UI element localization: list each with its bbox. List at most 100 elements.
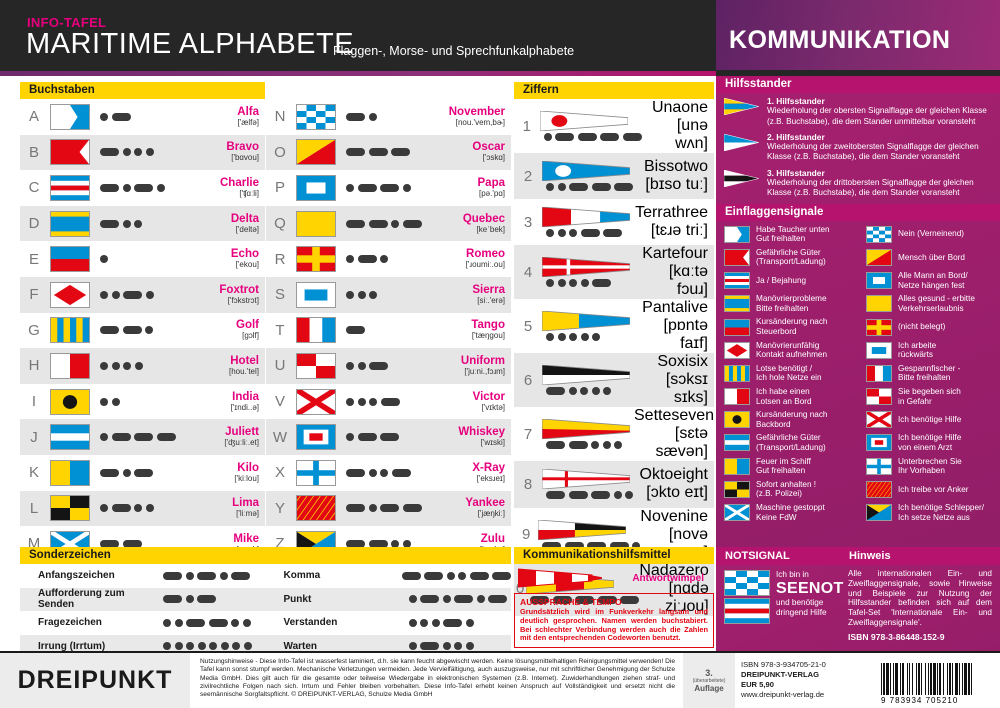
sonderzeichen-label: Aufforderung zum Senden: [38, 588, 125, 611]
number-phonetic: [sɛtə sævən]: [655, 425, 708, 461]
morse-dash: [401, 571, 421, 580]
letter-name-block: X-Ray ['eksɹeɪ]: [435, 462, 509, 484]
morse-dot: [592, 333, 600, 342]
letter-flag: [46, 246, 94, 273]
number-name-block: Unaone [unə wʌn]: [642, 99, 712, 153]
morse-dash: [134, 433, 153, 442]
letter-flag: [46, 459, 94, 486]
morse-dash: [424, 571, 443, 580]
letter-name: Victor: [472, 390, 505, 403]
morse-dot: [632, 541, 641, 550]
hilfsstander-title: 3. Hilfsstander: [767, 167, 825, 178]
flag-N-icon: [296, 103, 336, 130]
pennant-9-icon: [538, 519, 627, 540]
morse-dash: [134, 183, 153, 192]
hilfsstander-list: 1. Hilfsstander Wiederholung der obersten…: [716, 93, 1000, 201]
letter-row: G Golf [gɔlf]: [20, 313, 265, 349]
letter-name-block: Papa [pə.'pɑ]: [435, 177, 509, 199]
morse-dash: [380, 504, 399, 513]
einflaggen-label: Kursänderung nach Steuerbord: [756, 317, 828, 337]
einflaggen-row: Unterbrechen Sie Ihr Vorhaben: [858, 455, 1000, 478]
einflaggen-row: Gefährliche Güter (Transport/Ladung): [716, 431, 858, 454]
morse-dot: [163, 642, 171, 651]
sonderzeichen-label: Punkt: [283, 593, 312, 605]
letter-flag: [292, 388, 340, 415]
morse-dash: [555, 133, 575, 141]
number-phonetic: [nɑdə ziːɹou]: [665, 579, 709, 615]
morse-dot: [357, 397, 366, 406]
letters-list-b: N November [nou.'vem,bɚ] O Oscar ['ɔskɑ]…: [266, 99, 511, 562]
letter-name: Lima: [232, 497, 259, 510]
morse-dot: [197, 642, 206, 651]
einflaggen-row: Ich benötige Hilfe: [858, 408, 1000, 431]
morse-dot: [442, 595, 451, 604]
morse-dot: [346, 361, 354, 370]
section-title-hilfsstander: Hilfsstander: [716, 76, 1000, 93]
section-title-ziffern: Ziffern: [514, 82, 714, 99]
morse-dash: [391, 148, 410, 157]
number-char: 6: [523, 371, 533, 389]
flag-I-icon: [724, 411, 750, 429]
letter-flag: [292, 174, 340, 201]
letter-name-block: Foxtrot ['fɔkstrɔt]: [189, 284, 263, 306]
morse-dot: [122, 468, 131, 477]
sonderzeichen-right: Komma Punkt Verstanden Warten: [265, 564, 511, 658]
morse-dot: [591, 387, 600, 396]
letter-char: K: [28, 464, 39, 482]
letter-flag: [292, 139, 340, 166]
notsignal-text: Ich bin in SEENOT und benötige dringend …: [776, 570, 844, 624]
morse-dot: [100, 397, 108, 406]
morse-dash: [346, 539, 365, 548]
morse-dot: [122, 183, 131, 192]
letter-name-block: Sierra [siː.'erə]: [435, 284, 509, 306]
section-title-buchstaben: Buchstaben: [20, 82, 265, 99]
morse-dot: [232, 642, 240, 651]
morse-dot: [134, 361, 143, 370]
letter-name-block: Yankee ['jæŋkiː]: [435, 497, 509, 519]
morse-dot: [402, 539, 411, 548]
morse-dot: [346, 433, 354, 442]
morse-dot: [368, 504, 377, 513]
hilfsstander-text: 2. Hilfsstander Wiederholung der zweitobe…: [767, 132, 992, 163]
letter-name-block: Bravo ['bɑvou]: [189, 141, 263, 163]
morse-dash: [100, 219, 119, 228]
flag-Q-icon: [866, 295, 892, 313]
sonderzeichen-section: Sonderzeichen Anfangszeichen Aufforderun…: [20, 547, 511, 658]
flag-R-icon: [296, 246, 336, 273]
sonderzeichen-label: Komma: [283, 570, 321, 582]
letter-morse: [94, 504, 189, 513]
letter-row: B Bravo ['bɑvou]: [20, 134, 265, 171]
flag-Z-icon: [866, 504, 892, 522]
morse-dot: [220, 642, 229, 651]
morse-dash: [546, 441, 565, 450]
letter-phonetic: [siː.'erə]: [477, 295, 505, 305]
letter-morse: [94, 183, 189, 192]
auflage-number: 3.: [705, 668, 713, 678]
morse-dot: [134, 148, 142, 157]
flag-K-icon: [724, 457, 750, 475]
letter-name-block: Delta ['deltə]: [189, 213, 263, 235]
number-pennant: [542, 469, 634, 490]
morse-dash: [380, 397, 400, 406]
flag-S-icon: [296, 281, 336, 308]
hinweis-isbn: ISBN 978-3-86448-152-9: [848, 631, 945, 642]
morse-dot: [134, 219, 142, 228]
letter-flag: [46, 103, 94, 130]
letter-morse: [94, 433, 189, 442]
barcode-area: 9 783934 705210: [855, 653, 1000, 708]
morse-dot: [100, 361, 108, 370]
notsignal-section: NOTSIGNAL Ich bin in SEENOT und benötige…: [716, 547, 843, 651]
flag-U-icon: [866, 388, 892, 406]
aussprache-text: Grundsätzlich wird im Funkverkehr langsa…: [520, 607, 708, 643]
letter-morse: [94, 148, 189, 157]
letter-char: B: [28, 143, 39, 161]
letter-phonetic: [nou.'vem,bɚ]: [455, 117, 505, 127]
letter-name: Foxtrot: [219, 283, 259, 296]
letter-phonetic: [gɔlf]: [242, 331, 259, 341]
number-flag-morse: [536, 519, 641, 550]
letter-name: Bravo: [226, 141, 259, 154]
morse-dash: [346, 148, 365, 157]
number-morse: [542, 229, 634, 238]
letter-phonetic: ['kiːlou]: [234, 473, 259, 483]
antwortwimpel-icon: [518, 568, 602, 588]
